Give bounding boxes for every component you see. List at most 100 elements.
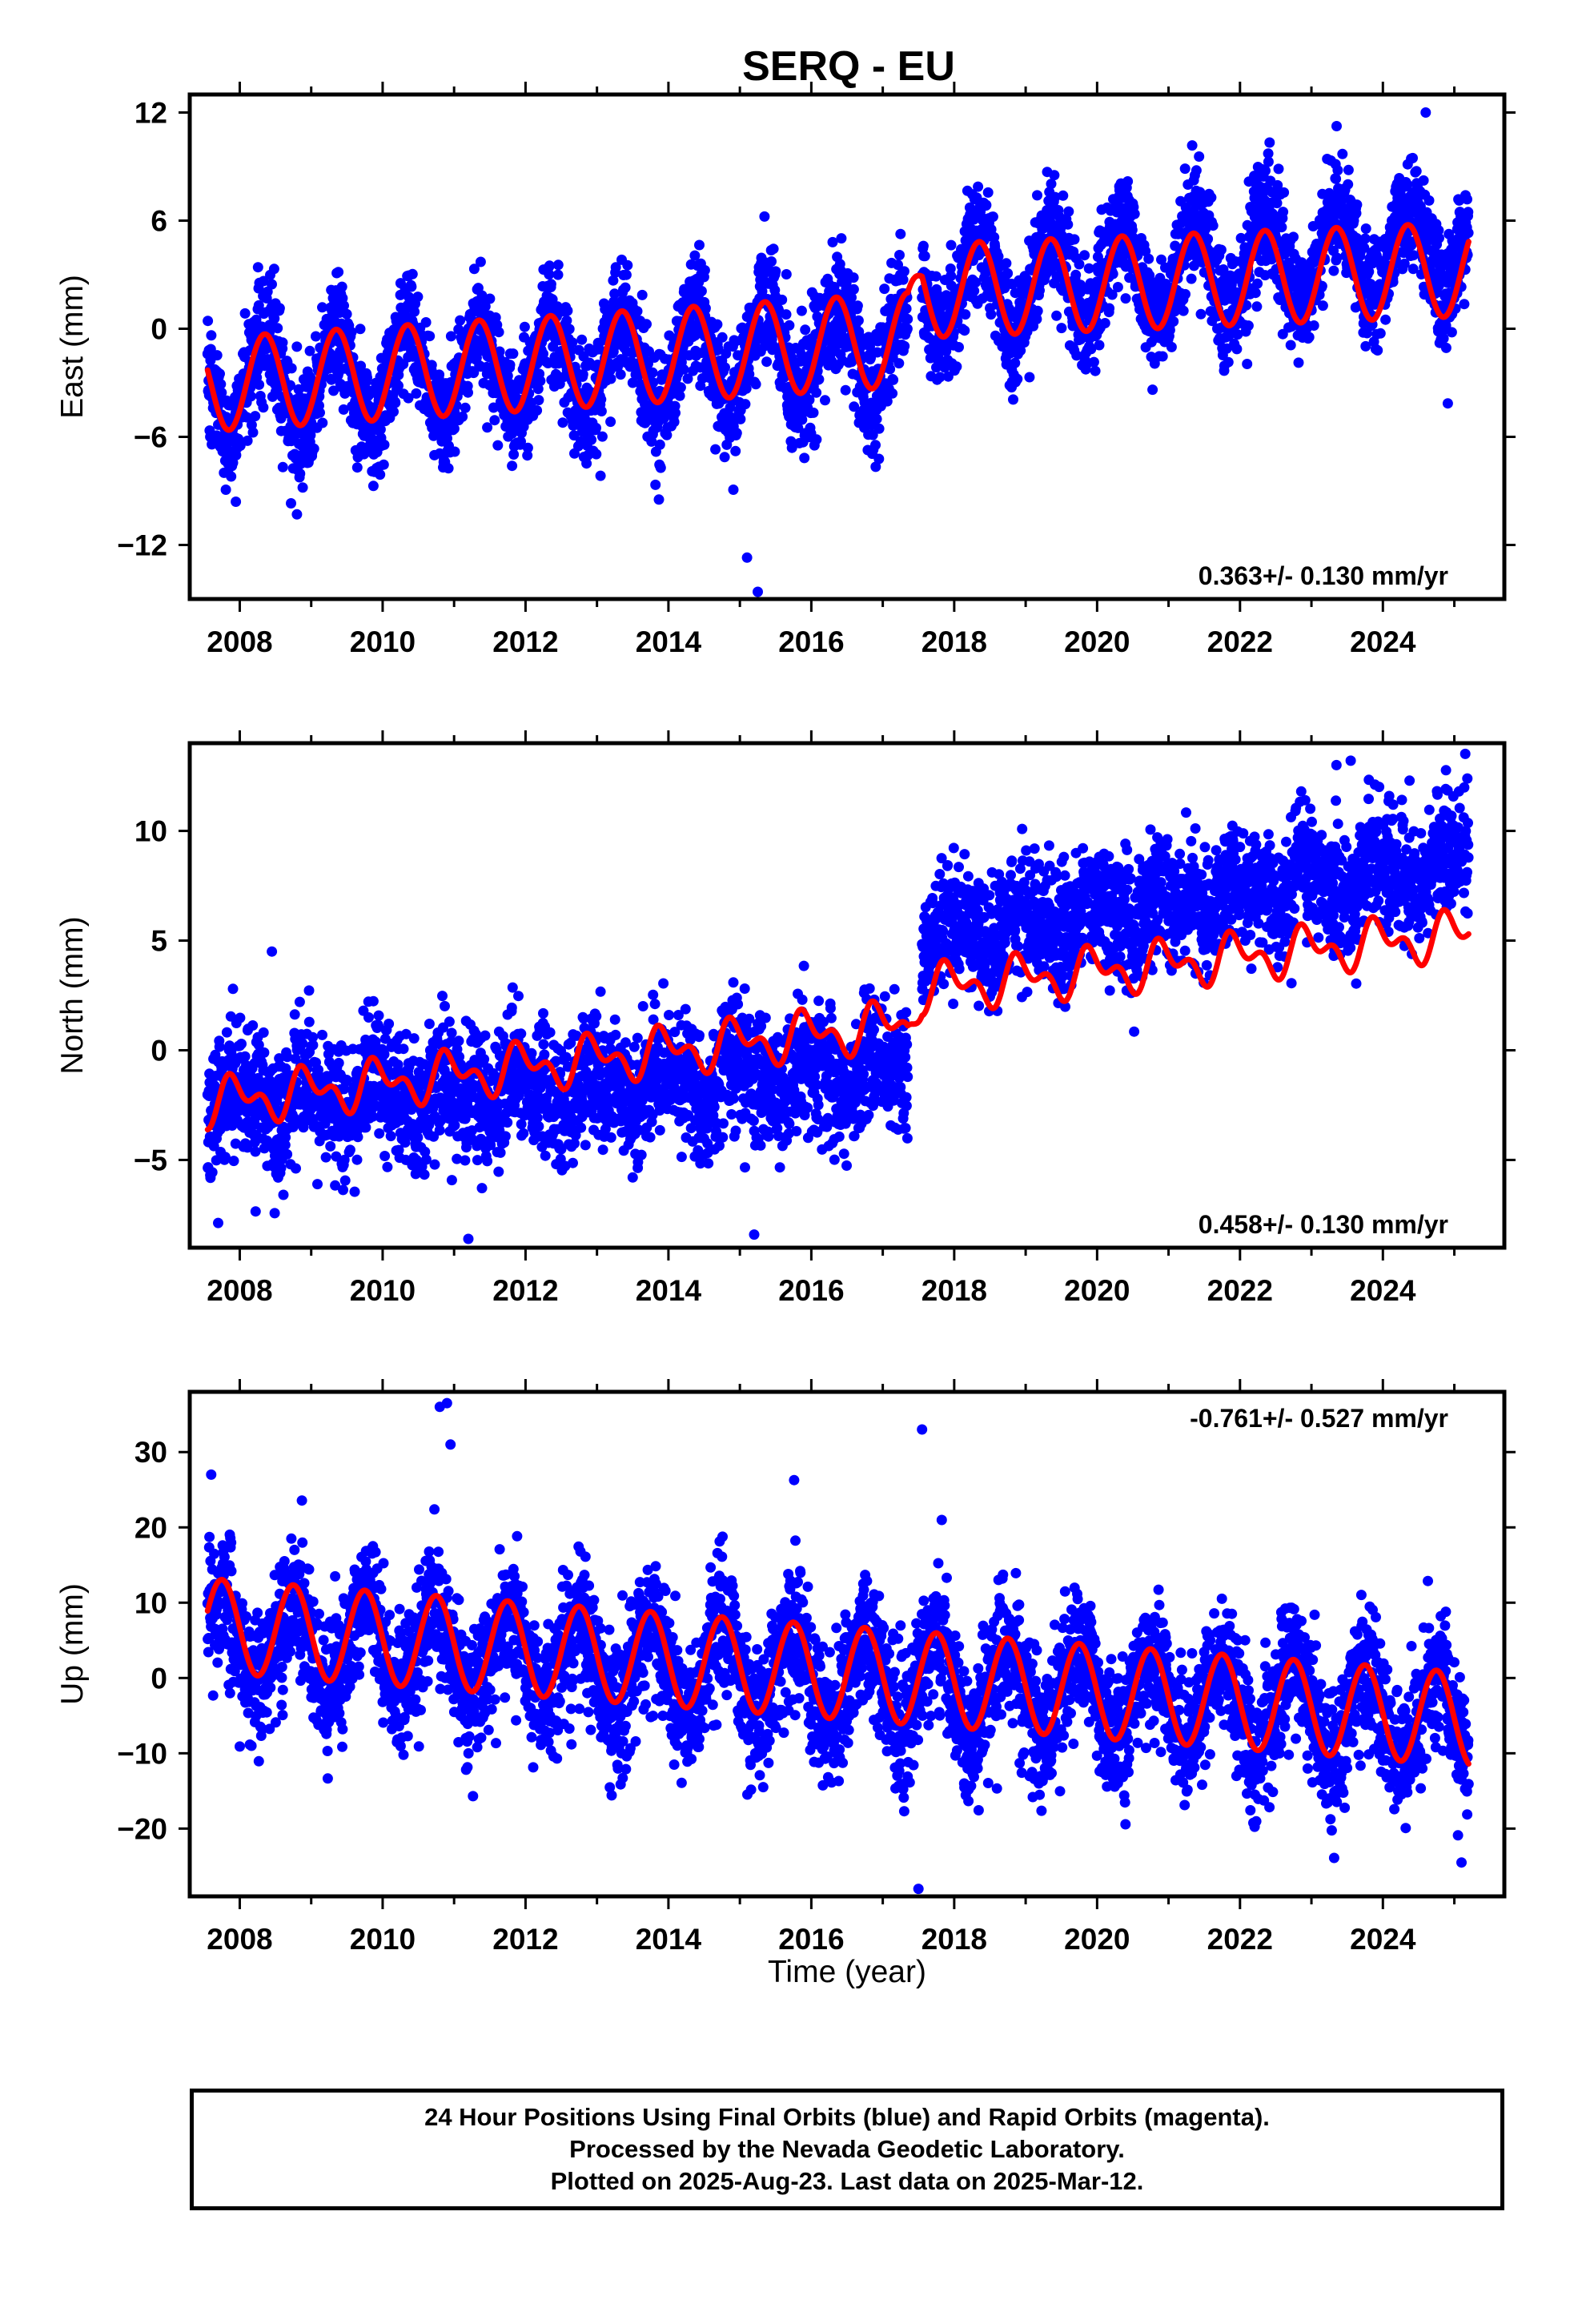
east-obs-point	[1024, 372, 1035, 383]
east-obs-point	[811, 434, 822, 445]
east-obs-point	[215, 368, 225, 380]
east-obs-point	[484, 293, 496, 304]
east-obs-point	[654, 439, 665, 450]
east-obs-point	[946, 239, 957, 251]
east-obs-point	[341, 308, 352, 320]
east-obs-point	[493, 327, 504, 338]
east-obs-point	[1343, 164, 1354, 175]
east-obs-point	[1070, 269, 1082, 280]
east-obs-point	[596, 406, 607, 416]
east-obs-point	[596, 394, 607, 405]
east-obs-point	[1223, 356, 1234, 368]
chart-title: SERQ - EU	[742, 43, 955, 90]
east-obs-point	[1434, 232, 1444, 243]
east-obs-point	[1359, 233, 1371, 244]
east-obs-point	[1186, 273, 1197, 284]
east-obs-point	[492, 440, 504, 451]
east-obs-point	[813, 374, 825, 385]
east-obs-point	[674, 390, 685, 401]
east-obs-point	[1273, 163, 1284, 175]
east-ytick-label: −12	[117, 529, 167, 562]
east-obs-point	[568, 430, 580, 441]
east-obs-point	[609, 288, 620, 300]
east-obs-point	[532, 384, 544, 395]
east-obs-point	[393, 380, 404, 392]
east-obs-point	[375, 469, 386, 480]
north-obs-point	[307, 1039, 319, 1051]
east-obs-point	[355, 360, 367, 372]
east-obs-point	[409, 306, 420, 317]
east-xtick-label: 2012	[492, 625, 558, 658]
east-obs-point	[627, 377, 638, 388]
east-obs-point	[494, 346, 505, 357]
east-obs-point	[1372, 345, 1383, 356]
east-obs-point	[1331, 173, 1342, 184]
east-obs-point	[1252, 278, 1263, 289]
east-obs-point	[781, 309, 792, 320]
east-xtick-label: 2022	[1207, 625, 1273, 658]
east-obs-point	[1251, 301, 1263, 312]
east-obs-point	[888, 374, 899, 385]
east-obs-point	[564, 324, 575, 335]
east-obs-point	[1143, 253, 1154, 264]
east-obs-point	[1264, 137, 1275, 148]
north-obs-point	[259, 1047, 270, 1058]
east-obs-point	[917, 240, 929, 251]
east-obs-point	[1186, 140, 1198, 151]
east-obs-point	[1008, 394, 1018, 405]
east-obs-point	[591, 448, 602, 460]
north-plot-area	[202, 748, 1474, 1244]
east-obs-point	[561, 315, 572, 326]
east-obs-point	[468, 263, 480, 275]
east-obs-point	[586, 434, 597, 445]
east-obs-point	[930, 271, 942, 282]
east-obs-point	[800, 324, 811, 336]
east-obs-point	[1079, 250, 1090, 261]
east-obs-point	[576, 334, 588, 345]
east-obs-point	[1203, 233, 1214, 244]
north-obs-point	[312, 1179, 323, 1190]
north-obs-point	[269, 1208, 280, 1219]
east-ytick-label: 0	[151, 313, 167, 346]
east-obs-point	[605, 373, 616, 384]
north-obs-point	[247, 1020, 259, 1031]
east-obs-point	[1328, 265, 1339, 276]
east-obs-point	[719, 452, 730, 463]
east-obs-point	[346, 327, 357, 338]
east-obs-point	[463, 387, 473, 398]
east-obs-point	[728, 485, 739, 495]
east-obs-point	[1375, 328, 1386, 339]
east-obs-point	[735, 413, 746, 424]
east-obs-point	[328, 385, 339, 396]
east-obs-point	[1178, 305, 1189, 316]
east-obs-point	[799, 452, 810, 464]
east-obs-point	[388, 406, 399, 417]
north-obs-point	[213, 1217, 223, 1228]
east-obs-point	[286, 363, 297, 374]
east-obs-point	[216, 387, 227, 398]
east-obs-point	[1010, 357, 1021, 368]
east-obs-point	[1099, 318, 1110, 328]
east-obs-point	[899, 340, 910, 352]
east-obs-point	[608, 275, 619, 286]
east-obs-point	[946, 271, 957, 281]
east-obs-point	[268, 263, 279, 275]
east-obs-point	[596, 431, 608, 442]
north-obs-point	[250, 1206, 261, 1217]
north-obs-point	[294, 996, 305, 1007]
east-obs-point	[1351, 199, 1363, 211]
east-obs-point	[873, 453, 885, 464]
east-obs-point	[770, 266, 781, 277]
east-obs-point	[406, 281, 417, 292]
east-y-axis-title: East (mm)	[55, 275, 90, 419]
east-obs-point	[1407, 152, 1418, 163]
east-obs-point	[954, 342, 964, 352]
east-obs-point	[1288, 231, 1299, 243]
east-obs-point	[239, 308, 251, 319]
east-obs-point	[901, 304, 912, 314]
east-obs-point	[504, 360, 516, 371]
east-obs-point	[591, 422, 601, 433]
east-obs-point	[242, 435, 253, 446]
east-obs-point	[581, 458, 592, 469]
